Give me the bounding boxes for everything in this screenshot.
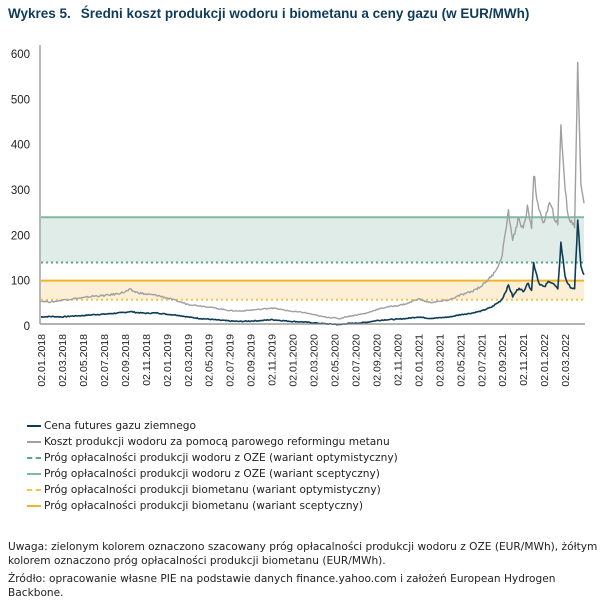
legend-item: Próg opłacalności produkcji wodoru z OZE… xyxy=(27,450,398,466)
threshold-lines xyxy=(41,216,584,301)
legend-swatch xyxy=(27,489,41,491)
y-tick-label: 400 xyxy=(11,140,30,152)
legend-item: Próg opłacalności produkcji biometanu (w… xyxy=(27,498,398,514)
legend-swatch xyxy=(27,505,41,507)
threshold-band xyxy=(41,217,584,263)
y-tick-label: 300 xyxy=(11,185,30,197)
series-line xyxy=(40,61,585,320)
x-tick-label: 02.09.2020 xyxy=(371,334,383,387)
legend-item: Koszt produkcji wodoru za pomocą paroweg… xyxy=(27,434,398,450)
legend-swatch xyxy=(27,473,41,475)
chart-title-number: Wykres 5. xyxy=(8,6,71,21)
legend-label: Koszt produkcji wodoru za pomocą paroweg… xyxy=(44,436,390,448)
x-tick-label: 02.03.2022 xyxy=(560,334,572,387)
x-tick-label: 02.01.2020 xyxy=(288,334,300,387)
legend-label: Cena futures gazu ziemnego xyxy=(44,420,196,432)
x-tick-label: 02.05.2018 xyxy=(78,334,90,387)
y-tick-label: 0 xyxy=(24,321,30,333)
threshold-bands xyxy=(41,217,584,300)
x-tick-label: 02.01.2022 xyxy=(539,334,551,387)
x-tick-label: 02.01.2018 xyxy=(36,334,48,387)
legend-label: Próg opłacalności produkcji wodoru z OZE… xyxy=(44,452,398,464)
x-tick-label: 02.05.2021 xyxy=(455,334,467,387)
series-lines xyxy=(40,61,585,326)
x-tick-label: 02.09.2021 xyxy=(497,334,509,387)
x-tick-label: 02.11.2019 xyxy=(267,334,279,386)
legend-item: Cena futures gazu ziemnego xyxy=(27,418,398,434)
x-tick-label: 02.09.2019 xyxy=(246,334,258,387)
x-tick-label: 02.01.2021 xyxy=(413,334,425,387)
x-tick-label: 02.11.2018 xyxy=(141,334,153,386)
x-tick-labels: 02.01.2018 02.03.2018 02.05.2018 02.07.2018… xyxy=(36,334,572,387)
x-tick-label: 02.05.2020 xyxy=(330,334,342,387)
note-source: Źródło: opracowanie własne PIE na podsta… xyxy=(8,573,556,599)
legend-item: Próg opłacalności produkcji wodoru z OZE… xyxy=(27,466,398,482)
legend-swatch xyxy=(27,441,41,443)
x-tick-label: 02.11.2020 xyxy=(392,334,404,386)
legend-swatch xyxy=(27,425,41,427)
x-tick-label: 02.07.2021 xyxy=(476,334,488,387)
y-tick-labels: 0 100 200 300 400 500 600 xyxy=(11,49,30,333)
x-tick-label: 02.05.2019 xyxy=(204,334,216,387)
chart-title: Wykres 5. Średni koszt produkcji wodoru i… xyxy=(8,6,529,21)
y-tick-label: 100 xyxy=(11,276,30,288)
legend: Cena futures gazu ziemnego Koszt produkcj… xyxy=(27,418,398,514)
line-chart: 0 100 200 300 400 500 600 02.01.2018 02.03.2018… xyxy=(11,45,585,387)
y-tick-label: 600 xyxy=(11,49,30,61)
note-uwaga: Uwaga: zielonym kolorem oznaczono szacow… xyxy=(8,541,598,567)
x-tick-label: 02.07.2020 xyxy=(351,334,363,387)
x-tick-label: 02.01.2019 xyxy=(162,334,174,387)
x-tick-label: 02.09.2018 xyxy=(120,334,132,387)
y-tick-label: 200 xyxy=(11,230,30,242)
series-line xyxy=(40,219,585,326)
legend-label: Próg opłacalności produkcji biometanu (w… xyxy=(44,500,363,512)
legend-label: Próg opłacalności produkcji biometanu (w… xyxy=(44,484,381,496)
x-tick-label: 02.03.2020 xyxy=(309,334,321,387)
y-tick-label: 500 xyxy=(11,94,30,106)
x-tick-label: 02.07.2019 xyxy=(225,334,237,387)
x-tick-label: 02.11.2021 xyxy=(518,334,530,386)
legend-swatch xyxy=(27,457,41,459)
threshold-band xyxy=(41,280,584,300)
x-tick-label: 02.03.2018 xyxy=(57,334,69,387)
chart-title-text: Średni koszt produkcji wodoru i biometan… xyxy=(80,6,530,21)
x-tick-label: 02.03.2021 xyxy=(434,334,446,387)
legend-label: Próg opłacalności produkcji wodoru z OZE… xyxy=(44,468,380,480)
x-tick-label: 02.07.2018 xyxy=(99,334,111,387)
x-tick-label: 02.03.2019 xyxy=(183,334,195,387)
legend-item: Próg opłacalności produkcji biometanu (w… xyxy=(27,482,398,498)
notes: Uwaga: zielonym kolorem oznaczono szacow… xyxy=(8,540,598,604)
